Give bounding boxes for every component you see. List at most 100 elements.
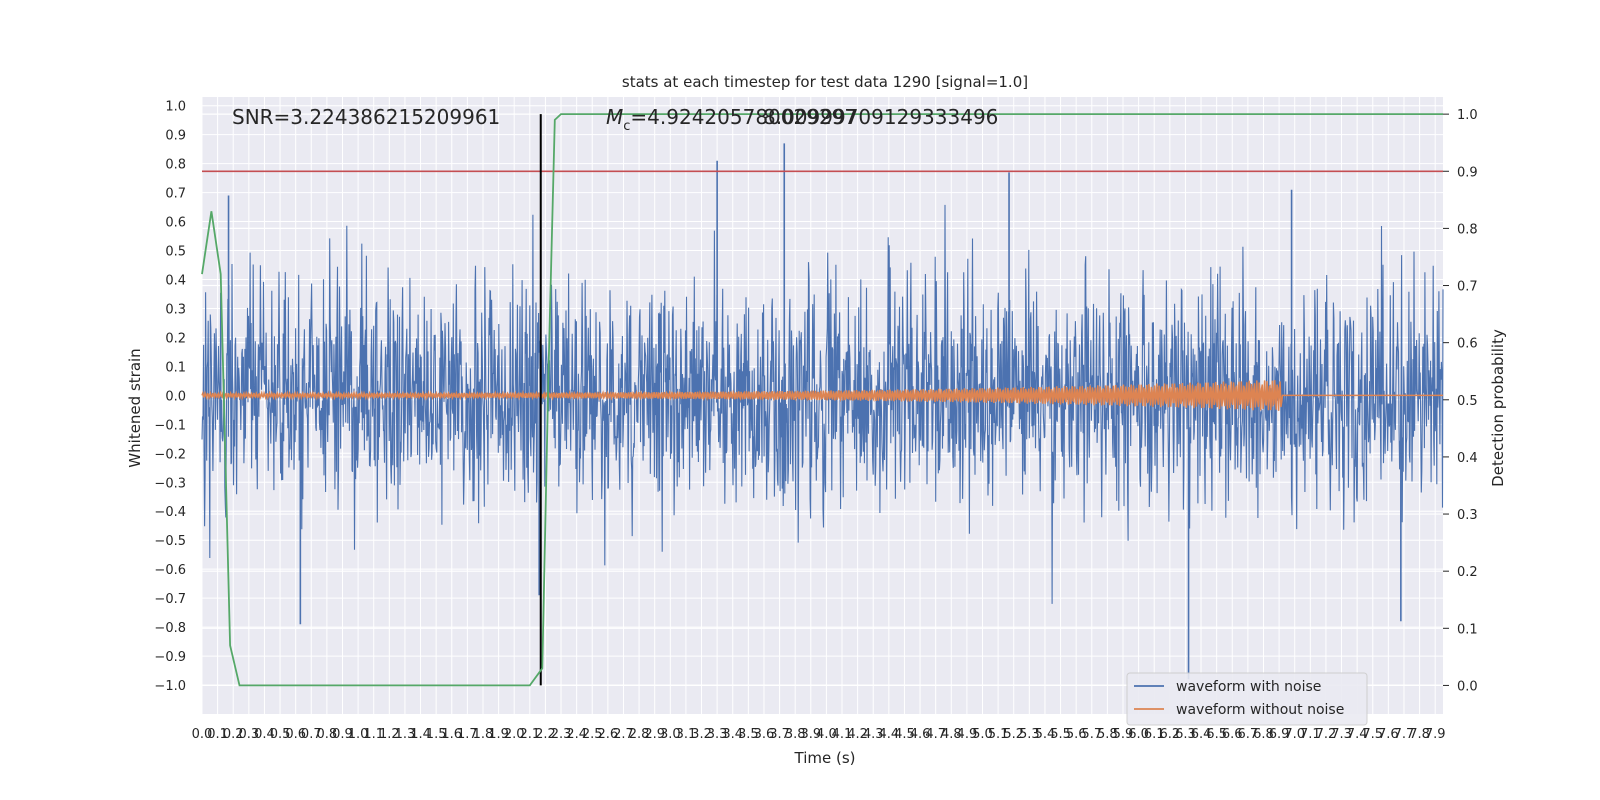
y-tick-label: 0.2 xyxy=(165,331,186,346)
legend-box xyxy=(1126,672,1368,726)
x-tick-label: 0.0 xyxy=(192,727,213,742)
y-right-tick-label: 0.1 xyxy=(1457,622,1478,637)
y-tick-label: −0.5 xyxy=(154,534,186,549)
y-right-tick-label: 0.3 xyxy=(1457,508,1478,523)
y-tick-label: 0.5 xyxy=(165,245,186,260)
x-tick-label: 3.5 xyxy=(738,727,759,742)
y-right-tick-label: 0.5 xyxy=(1457,394,1478,409)
x-tick-label: 3.0 xyxy=(660,727,681,742)
x-tick-label: 2.7 xyxy=(613,727,634,742)
x-tick-label: 6.2 xyxy=(1159,727,1180,742)
x-tick-label: 7.6 xyxy=(1378,727,1399,742)
x-tick-label: 3.4 xyxy=(722,727,743,742)
x-tick-label: 6.0 xyxy=(1128,727,1149,742)
x-tick-label: 6.4 xyxy=(1191,727,1212,742)
x-tick-label: 6.6 xyxy=(1222,727,1243,742)
x-tick-label: 4.7 xyxy=(925,727,946,742)
x-tick-label: 2.0 xyxy=(504,727,525,742)
x-tick-label: 3.7 xyxy=(769,727,790,742)
x-tick-label: 1.1 xyxy=(363,727,384,742)
x-tick-label: 2.3 xyxy=(551,727,572,742)
x-tick-label: 7.4 xyxy=(1347,727,1368,742)
x-tick-label: 1.0 xyxy=(348,727,369,742)
y-tick-label: −0.2 xyxy=(154,447,186,462)
x-tick-label: 5.0 xyxy=(972,727,993,742)
y-right-tick-label: 0.4 xyxy=(1457,451,1478,466)
x-tick-label: 3.8 xyxy=(785,727,806,742)
y-tick-label: −0.3 xyxy=(154,476,186,491)
y-right-axis-label: Detection probability xyxy=(1489,329,1507,487)
y-tick-label: 0.0 xyxy=(165,389,186,404)
snr-annotation: SNR=3.224386215209961 xyxy=(232,105,500,129)
x-tick-label: 5.7 xyxy=(1081,727,1102,742)
legend-clean-label: waveform without noise xyxy=(1176,702,1344,718)
x-tick-label: 4.4 xyxy=(878,727,899,742)
y-right-tick-label: 0.7 xyxy=(1457,280,1478,295)
y-tick-label: 0.8 xyxy=(165,158,186,173)
x-tick-label: 2.8 xyxy=(629,727,650,742)
chirp-mass-value: =4.924205780029297 xyxy=(630,105,857,129)
x-tick-label: 0.2 xyxy=(223,727,244,742)
x-tick-label: 5.6 xyxy=(1066,727,1087,742)
x-tick-label: 2.6 xyxy=(598,727,619,742)
clean-waveform-line xyxy=(201,380,1443,411)
x-tick-label: 0.7 xyxy=(301,727,322,742)
y-tick-label: 0.6 xyxy=(165,216,186,231)
x-tick-label: 6.1 xyxy=(1144,727,1165,742)
x-tick-label: 4.3 xyxy=(863,727,884,742)
y-axis-label: Whitened strain xyxy=(126,348,144,467)
y-right-tick-label: 0.9 xyxy=(1457,165,1478,180)
overlapping-annotation: 8.00999709129333496 xyxy=(763,105,998,129)
legend-noise-label: waveform with noise xyxy=(1176,679,1321,695)
x-tick-label: 1.7 xyxy=(457,727,478,742)
x-tick-label: 3.9 xyxy=(800,727,821,742)
x-tick-label: 4.0 xyxy=(816,727,837,742)
y-right-tick-label: 0.6 xyxy=(1457,337,1478,352)
x-tick-label: 4.6 xyxy=(910,727,931,742)
x-tick-label: 1.5 xyxy=(426,727,447,742)
x-tick-label: 1.3 xyxy=(395,727,416,742)
x-tick-label: 5.1 xyxy=(988,727,1009,742)
x-axis-label: Time (s) xyxy=(794,749,856,767)
chirp-mass-subscript: c xyxy=(623,119,630,134)
x-tick-label: 0.5 xyxy=(270,727,291,742)
legend: waveform with noise waveform without noi… xyxy=(1126,672,1368,726)
x-tick-label: 7.7 xyxy=(1394,727,1415,742)
x-tick-label: 4.2 xyxy=(847,727,868,742)
x-tick-label: 2.4 xyxy=(566,727,587,742)
x-tick-label: 3.2 xyxy=(691,727,712,742)
y-tick-label: −0.7 xyxy=(154,592,186,607)
waveform-with-noise-series xyxy=(201,143,1444,680)
y-tick-label: 0.9 xyxy=(165,129,186,144)
x-tick-label: 0.3 xyxy=(238,727,259,742)
x-tick-label: 7.5 xyxy=(1362,727,1383,742)
x-tick-label: 1.9 xyxy=(488,727,509,742)
y-tick-label: 0.3 xyxy=(165,302,186,317)
x-tick-label: 0.9 xyxy=(332,727,353,742)
x-tick-label: 0.6 xyxy=(285,727,306,742)
x-tick-label: 6.5 xyxy=(1206,727,1227,742)
x-tick-label: 5.2 xyxy=(1003,727,1024,742)
x-tick-label: 6.7 xyxy=(1238,727,1259,742)
x-tick-label: 3.3 xyxy=(707,727,728,742)
chirp-mass-symbol: M xyxy=(606,105,623,129)
x-tick-label: 5.5 xyxy=(1050,727,1071,742)
x-tick-label: 1.4 xyxy=(410,727,431,742)
y-tick-label: −0.9 xyxy=(154,650,186,665)
x-tick-label: 3.1 xyxy=(676,727,697,742)
detection-probability-line xyxy=(201,113,1443,687)
x-tick-label: 5.3 xyxy=(1019,727,1040,742)
y-right-tick-label: 0.2 xyxy=(1457,565,1478,580)
x-tick-label: 1.6 xyxy=(441,727,462,742)
x-tick-label: 2.5 xyxy=(582,727,603,742)
y-tick-label: −0.4 xyxy=(154,505,186,520)
y-right-tick-label: 0.0 xyxy=(1457,679,1478,694)
waveform-without-noise-series xyxy=(201,380,1443,411)
x-tick-label: 0.1 xyxy=(207,727,228,742)
x-tick-label: 1.8 xyxy=(473,727,494,742)
x-tick-label: 2.9 xyxy=(644,727,665,742)
y-tick-label: 0.7 xyxy=(165,187,186,202)
x-tick-label: 5.4 xyxy=(1035,727,1056,742)
chart-title: stats at each timestep for test data 129… xyxy=(622,73,1028,91)
x-tick-label: 0.8 xyxy=(317,727,338,742)
